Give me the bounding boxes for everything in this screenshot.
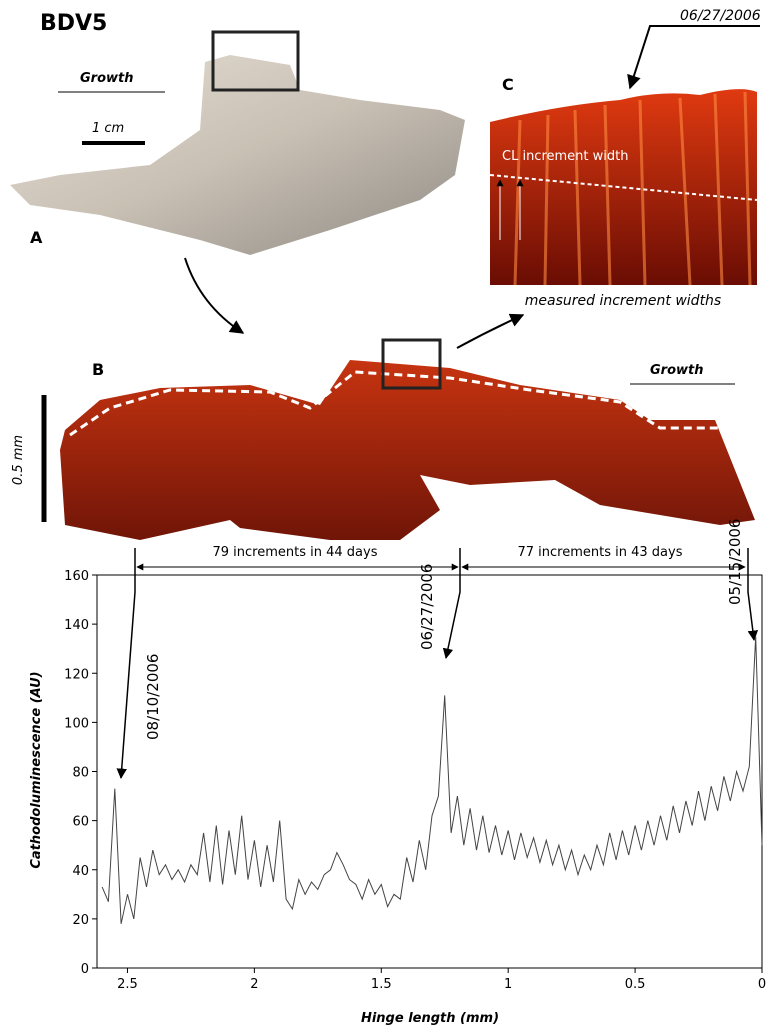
date-label: 05/15/2006 <box>726 519 744 605</box>
arrow <box>116 548 136 780</box>
zoom-box <box>381 338 442 390</box>
dashed-line <box>489 174 758 201</box>
shell-photo <box>10 55 465 255</box>
increment-streaks <box>513 91 752 286</box>
x-tick-label: 2 <box>250 977 258 992</box>
x-tick-label: 0 <box>758 977 766 992</box>
arrow <box>627 25 760 90</box>
scale-label: 1 cm <box>92 121 124 136</box>
x-tick-label: 2.5 <box>117 977 138 992</box>
data-line <box>101 636 763 924</box>
inner-label: CL increment width <box>502 149 628 164</box>
y-tick-label: 100 <box>64 716 89 731</box>
panel-letter: B <box>92 360 104 379</box>
panel-letter: C <box>502 75 514 94</box>
x-tick-label: 0.5 <box>625 977 646 992</box>
date-label: 06/27/2006 <box>418 564 436 650</box>
x-axis-label: Hinge length (mm) <box>361 1011 499 1026</box>
y-tick-label: 20 <box>72 913 89 928</box>
x-tick-label: 1 <box>504 977 512 992</box>
y-tick-label: 80 <box>72 766 89 781</box>
annotation: 79 increments in 44 days <box>213 545 378 560</box>
y-tick-label: 60 <box>72 815 89 830</box>
zoom-box <box>211 30 300 92</box>
y-tick-label: 0 <box>81 962 89 977</box>
caption: measured increment widths <box>525 293 721 309</box>
y-axis-label: Cathodoluminescence (AU) <box>29 671 44 868</box>
date-label: 08/10/2006 <box>144 654 162 740</box>
y-tick-label: 140 <box>64 618 89 633</box>
annotation: 77 increments in 43 days <box>518 545 683 560</box>
y-tick-label: 160 <box>64 569 89 584</box>
growth-label: Growth <box>650 363 704 378</box>
cl-strip-photo <box>60 360 755 540</box>
growth-label: Growth <box>80 71 134 86</box>
arrow <box>747 548 759 642</box>
arrow <box>184 257 245 334</box>
arrow <box>456 313 525 349</box>
x-tick-label: 1.5 <box>371 977 392 992</box>
y-tick-label: 120 <box>64 667 89 682</box>
panel-letter: A <box>30 228 43 247</box>
y-tick-label: 40 <box>72 864 89 879</box>
arrow <box>442 548 461 660</box>
scale-label: 0.5 mm <box>11 435 26 485</box>
figure-label: BDV5 <box>40 11 107 36</box>
date-label: 06/27/2006 <box>680 8 761 24</box>
